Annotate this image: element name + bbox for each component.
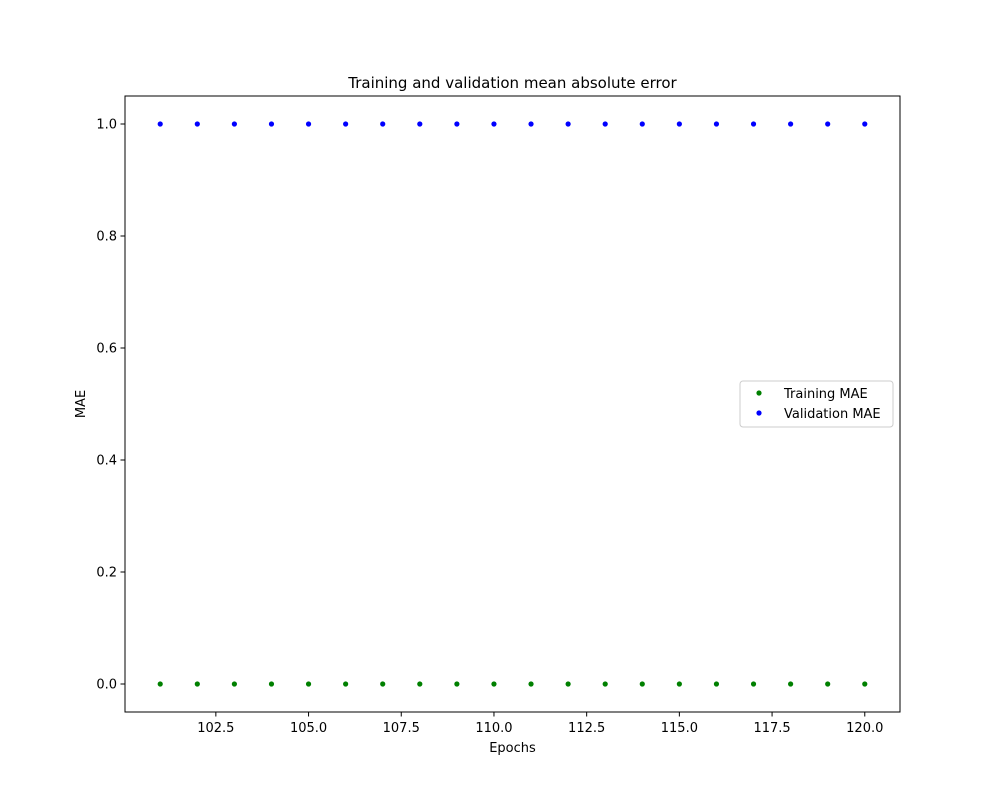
validation-mae-point [343, 121, 349, 127]
validation-mae-point [417, 121, 423, 127]
y-tick-label: 0.4 [96, 454, 117, 469]
x-axis-ticks: 102.5 105.0 107.5 110.0 112.5 115.0 117.5 120.0 [197, 712, 883, 736]
training-mae-point [268, 681, 275, 687]
training-mae-point [194, 681, 200, 687]
training-mae-point [417, 681, 423, 687]
x-tick-label: 117.5 [753, 721, 790, 736]
legend: Training MAE Validation MAE [739, 380, 894, 428]
y-axis-label: MAE [74, 390, 89, 418]
validation-mae-point [268, 121, 275, 127]
validation-mae-point [380, 121, 386, 127]
y-tick-label: 1.0 [96, 118, 117, 133]
x-axis-label: Epochs [489, 741, 536, 756]
validation-mae-point [565, 121, 571, 127]
validation-mae-point [305, 121, 312, 127]
training-mae-point [639, 681, 645, 687]
legend-box [739, 380, 894, 428]
validation-mae-point [157, 121, 163, 127]
validation-mae-point [454, 121, 460, 127]
x-tick-label: 107.5 [383, 721, 420, 736]
legend-marker-training [756, 390, 762, 396]
training-mae-point [825, 681, 831, 687]
training-mae-point [380, 681, 386, 687]
chart-title: Training and validation mean absolute er… [347, 74, 677, 92]
training-mae-point [305, 681, 312, 687]
x-tick-label: 102.5 [197, 721, 234, 736]
validation-mae-point [788, 121, 794, 127]
x-tick-label: 110.0 [475, 721, 512, 736]
training-mae-point [676, 681, 682, 687]
training-mae-point [862, 681, 868, 687]
y-tick-label: 0.0 [96, 678, 117, 693]
validation-mae-point [713, 121, 720, 127]
legend-marker-validation [756, 410, 762, 416]
training-mae-point [491, 681, 497, 687]
training-mae-point [750, 681, 757, 687]
validation-mae-point [602, 121, 608, 127]
validation-mae-point [639, 121, 645, 127]
x-tick-label: 105.0 [290, 721, 327, 736]
validation-mae-point [231, 121, 237, 127]
training-mae-point [157, 681, 163, 687]
training-mae-point [454, 681, 460, 687]
validation-mae-point [194, 121, 200, 127]
legend-label-validation: Validation MAE [784, 407, 881, 422]
training-mae-point [231, 681, 237, 687]
validation-mae-point [862, 121, 868, 127]
x-tick-label: 120.0 [846, 721, 883, 736]
validation-mae-point [491, 121, 497, 127]
x-tick-label: 112.5 [568, 721, 605, 736]
training-mae-point [602, 681, 608, 687]
y-axis-ticks: 0.0 0.2 0.4 0.6 0.8 1.0 [96, 118, 125, 693]
data-points [157, 121, 868, 687]
validation-mae-point [528, 121, 534, 127]
validation-mae-point [676, 121, 682, 127]
plot-frame [124, 95, 901, 713]
training-mae-point [528, 681, 534, 687]
training-mae-point [565, 681, 571, 687]
y-tick-label: 0.6 [96, 342, 117, 357]
legend-label-training: Training MAE [783, 387, 868, 402]
training-mae-point [343, 681, 349, 687]
validation-mae-point [825, 121, 831, 127]
training-mae-point [713, 681, 720, 687]
validation-mae-point [750, 121, 757, 127]
y-tick-label: 0.2 [96, 566, 117, 581]
y-tick-label: 0.8 [96, 230, 117, 245]
x-tick-label: 115.0 [661, 721, 698, 736]
training-mae-point [788, 681, 794, 687]
